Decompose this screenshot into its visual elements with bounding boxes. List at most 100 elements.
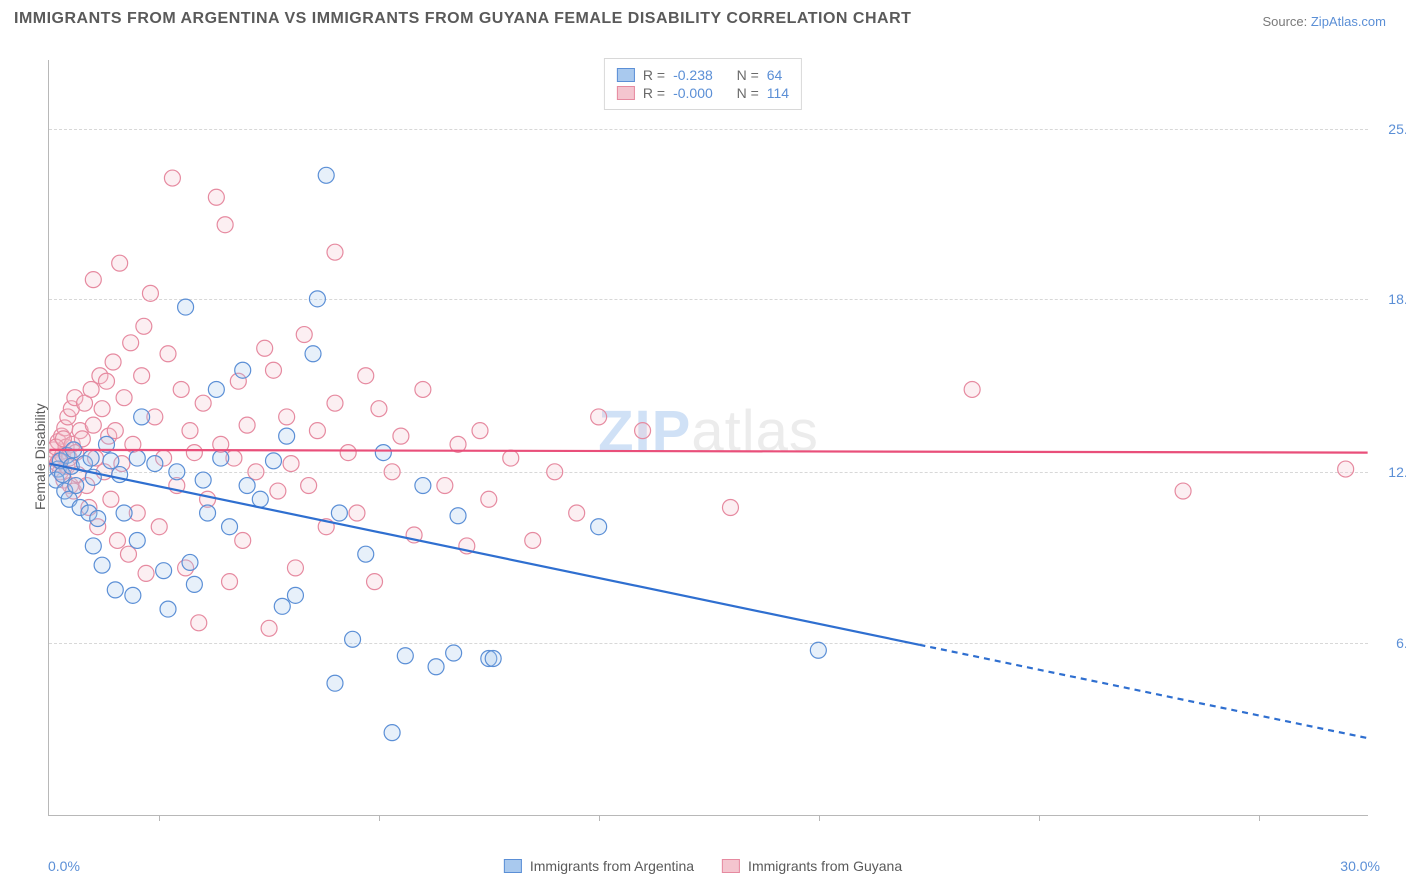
data-point (134, 409, 150, 425)
data-point (525, 532, 541, 548)
trend-line (49, 464, 919, 645)
data-point (103, 453, 119, 469)
data-point (265, 362, 281, 378)
data-point (160, 346, 176, 362)
data-point (384, 464, 400, 480)
data-point (309, 423, 325, 439)
data-point (235, 362, 251, 378)
data-point (105, 354, 121, 370)
data-point (129, 450, 145, 466)
data-point (116, 390, 132, 406)
n-label: N = (737, 67, 759, 83)
data-point (90, 511, 106, 527)
data-point (239, 417, 255, 433)
x-tick (159, 815, 160, 821)
data-point (112, 255, 128, 271)
data-point (397, 648, 413, 664)
data-point (345, 631, 361, 647)
data-point (107, 582, 123, 598)
data-point (195, 472, 211, 488)
data-point (450, 508, 466, 524)
data-point (191, 615, 207, 631)
x-tick (1259, 815, 1260, 821)
data-point (178, 299, 194, 315)
data-point (120, 546, 136, 562)
data-point (164, 170, 180, 186)
y-axis-label: Female Disability (32, 403, 48, 510)
data-point (485, 651, 501, 667)
legend-label-0: Immigrants from Argentina (530, 858, 694, 874)
data-point (327, 675, 343, 691)
data-point (123, 335, 139, 351)
data-point (547, 464, 563, 480)
legend-item-1: Immigrants from Guyana (722, 858, 902, 874)
plot-area: ZIPatlas 6.3%12.5%18.8%25.0% (48, 60, 1368, 816)
legend-swatch-1 (617, 86, 635, 100)
data-point (305, 346, 321, 362)
data-point (222, 519, 238, 535)
data-point (173, 381, 189, 397)
data-point (340, 445, 356, 461)
data-point (208, 381, 224, 397)
r-value-0: -0.238 (673, 67, 713, 83)
data-point (169, 464, 185, 480)
legend-stats-row-1: R = -0.000 N = 114 (617, 85, 789, 101)
x-tick (1039, 815, 1040, 821)
data-point (103, 491, 119, 507)
x-tick (599, 815, 600, 821)
data-point (349, 505, 365, 521)
data-point (569, 505, 585, 521)
y-tick-label: 18.8% (1388, 291, 1406, 307)
y-tick-label: 25.0% (1388, 121, 1406, 137)
data-point (371, 401, 387, 417)
data-point (287, 587, 303, 603)
data-point (85, 538, 101, 554)
data-point (358, 368, 374, 384)
data-point (160, 601, 176, 617)
data-point (200, 505, 216, 521)
data-point (182, 554, 198, 570)
data-point (283, 456, 299, 472)
data-point (222, 574, 238, 590)
data-point (1338, 461, 1354, 477)
r-label: R = (643, 67, 665, 83)
y-tick-label: 6.3% (1396, 635, 1406, 651)
data-point (83, 450, 99, 466)
data-point (142, 285, 158, 301)
data-point (279, 428, 295, 444)
n-value-0: 64 (767, 67, 783, 83)
data-point (287, 560, 303, 576)
source-link[interactable]: ZipAtlas.com (1311, 14, 1386, 29)
source-label: Source: ZipAtlas.com (1262, 14, 1386, 29)
data-point (94, 401, 110, 417)
data-point (437, 478, 453, 494)
x-axis-min-label: 0.0% (48, 858, 80, 874)
data-point (252, 491, 268, 507)
data-point (217, 217, 233, 233)
data-point (265, 453, 281, 469)
source-prefix: Source: (1262, 14, 1310, 29)
data-point (1175, 483, 1191, 499)
scatter-svg (49, 60, 1368, 815)
trend-line-dashed (919, 645, 1367, 738)
trend-line (49, 450, 1367, 453)
data-point (136, 318, 152, 334)
data-point (270, 483, 286, 499)
data-point (147, 456, 163, 472)
x-tick (379, 815, 380, 821)
data-point (428, 659, 444, 675)
data-point (358, 546, 374, 562)
data-point (68, 478, 84, 494)
data-point (415, 381, 431, 397)
data-point (213, 450, 229, 466)
data-point (116, 505, 132, 521)
data-point (415, 478, 431, 494)
r-value-1: -0.000 (673, 85, 713, 101)
data-point (481, 491, 497, 507)
data-point (384, 725, 400, 741)
data-point (591, 409, 607, 425)
data-point (301, 478, 317, 494)
legend-item-0: Immigrants from Argentina (504, 858, 694, 874)
legend-swatch-0 (617, 68, 635, 82)
data-point (85, 272, 101, 288)
